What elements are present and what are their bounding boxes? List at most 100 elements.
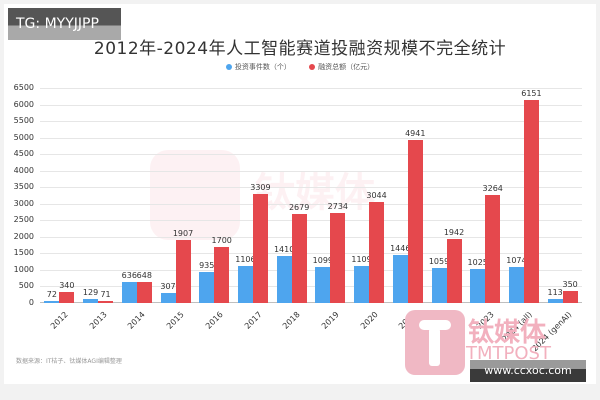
gridline bbox=[40, 236, 582, 238]
data-label: 648 bbox=[136, 270, 152, 280]
gridline bbox=[40, 253, 582, 255]
chart-card bbox=[4, 4, 596, 384]
bar-amount bbox=[407, 139, 423, 303]
y-tick-label: 1500 bbox=[13, 248, 34, 258]
gridline bbox=[40, 88, 582, 89]
gridline bbox=[40, 302, 582, 303]
data-label: 1025 bbox=[467, 258, 488, 268]
legend-dot-icon bbox=[309, 64, 316, 70]
bar-amount bbox=[175, 239, 191, 303]
bar-events bbox=[315, 266, 331, 303]
bar-amount bbox=[485, 195, 501, 303]
y-tick-label: 2500 bbox=[13, 215, 34, 225]
data-label: 72 bbox=[46, 289, 57, 299]
legend-item-events: 投资事件数（个） bbox=[225, 62, 291, 72]
y-tick-label: 3500 bbox=[13, 182, 34, 192]
gridline bbox=[40, 170, 582, 172]
tmtpost-logo-en: TMTPOST bbox=[466, 343, 551, 364]
bar-events bbox=[121, 281, 137, 303]
bar-events bbox=[431, 267, 447, 303]
source-note: 数据来源：IT桔子、钛媒体AGI编辑整理 bbox=[16, 358, 122, 365]
data-label: 3309 bbox=[250, 182, 271, 192]
data-label: 307 bbox=[160, 281, 176, 291]
bar-events bbox=[199, 272, 215, 303]
data-label: 1099 bbox=[312, 255, 334, 265]
gridline bbox=[40, 187, 582, 189]
y-tick-label: 5500 bbox=[13, 116, 34, 126]
data-label: 71 bbox=[100, 289, 111, 299]
bar-events bbox=[508, 267, 524, 303]
gridline bbox=[40, 104, 582, 106]
bar-amount bbox=[330, 212, 346, 303]
data-label: 129 bbox=[82, 287, 99, 297]
data-label: 340 bbox=[59, 280, 75, 290]
bar-amount bbox=[446, 238, 462, 303]
brand-watermark-logo bbox=[150, 150, 240, 240]
bar-amount bbox=[59, 291, 75, 303]
legend-item-amount: 融资总额（亿元） bbox=[309, 62, 374, 72]
data-label: 636 bbox=[121, 270, 137, 280]
bar-events bbox=[237, 266, 253, 303]
bar-events bbox=[547, 299, 563, 303]
bar-amount bbox=[291, 214, 307, 303]
gridline bbox=[40, 203, 582, 205]
legend: 投资事件数（个） 融资总额（亿元） bbox=[0, 62, 600, 72]
y-tick-label: 4500 bbox=[13, 149, 34, 159]
data-label: 1106 bbox=[235, 255, 256, 265]
data-label: 935 bbox=[199, 261, 215, 271]
data-label: 1942 bbox=[443, 227, 465, 237]
bar-amount bbox=[369, 202, 385, 303]
gridline bbox=[40, 121, 582, 123]
gridline bbox=[40, 137, 582, 139]
bar-amount bbox=[562, 291, 578, 303]
bar-amount bbox=[523, 99, 539, 303]
bar-events bbox=[83, 298, 99, 303]
data-label: 3044 bbox=[366, 191, 387, 201]
bar-amount bbox=[136, 281, 152, 303]
data-label: 1410 bbox=[273, 245, 295, 255]
watermark-url: www.ccxoc.com bbox=[470, 360, 586, 382]
bar-events bbox=[160, 292, 176, 303]
gridline bbox=[40, 286, 582, 288]
bar-amount bbox=[214, 246, 230, 303]
y-tick-label: 4000 bbox=[13, 165, 34, 175]
bar-events bbox=[354, 266, 370, 303]
legend-dot-icon bbox=[225, 64, 232, 70]
bar-amount bbox=[98, 300, 114, 303]
bar-amount bbox=[252, 193, 268, 303]
data-label: 3264 bbox=[482, 184, 503, 194]
gridline bbox=[40, 220, 582, 222]
data-label: 1446 bbox=[390, 244, 411, 254]
data-label: 1700 bbox=[211, 235, 232, 245]
y-tick-label: 6500 bbox=[13, 83, 34, 92]
data-label: 1059 bbox=[428, 256, 450, 266]
y-tick-label: 5000 bbox=[13, 132, 34, 142]
data-label: 1907 bbox=[172, 228, 194, 238]
brand-watermark-text: 钛媒体 bbox=[255, 170, 375, 216]
gridline bbox=[40, 269, 582, 271]
y-tick-label: 500 bbox=[18, 281, 34, 291]
data-label: 350 bbox=[562, 280, 578, 290]
tmtpost-logo bbox=[405, 310, 465, 375]
tmtpost-logo-cn: 钛媒体 bbox=[468, 318, 547, 348]
bar-events bbox=[276, 256, 292, 303]
data-label: 6151 bbox=[521, 88, 542, 98]
data-label: 1109 bbox=[351, 255, 372, 265]
gridline bbox=[40, 154, 582, 156]
y-tick-label: 6000 bbox=[13, 99, 34, 109]
chart-title: 2012年-2024年人工智能赛道投融资规模不完全统计 bbox=[93, 39, 507, 59]
data-label: 4941 bbox=[405, 128, 426, 138]
data-label: 113 bbox=[547, 288, 563, 298]
y-tick-label: 2000 bbox=[13, 231, 34, 241]
y-tick-label: 1000 bbox=[13, 264, 34, 274]
data-label: 1074 bbox=[506, 256, 527, 266]
y-tick-label: 0 bbox=[28, 298, 34, 307]
y-tick-label: 3000 bbox=[13, 198, 34, 208]
plot-area: 0 500 1000 1500 2000 2500 3000 3500 4000 4500 5000… bbox=[14, 83, 582, 307]
bar-events bbox=[470, 269, 486, 303]
data-label: 2734 bbox=[327, 201, 349, 211]
watermark-tg: TG: MYYJJPP bbox=[8, 8, 121, 40]
data-label: 2679 bbox=[288, 203, 310, 213]
bar-events bbox=[44, 300, 60, 303]
bar-events bbox=[392, 255, 408, 303]
